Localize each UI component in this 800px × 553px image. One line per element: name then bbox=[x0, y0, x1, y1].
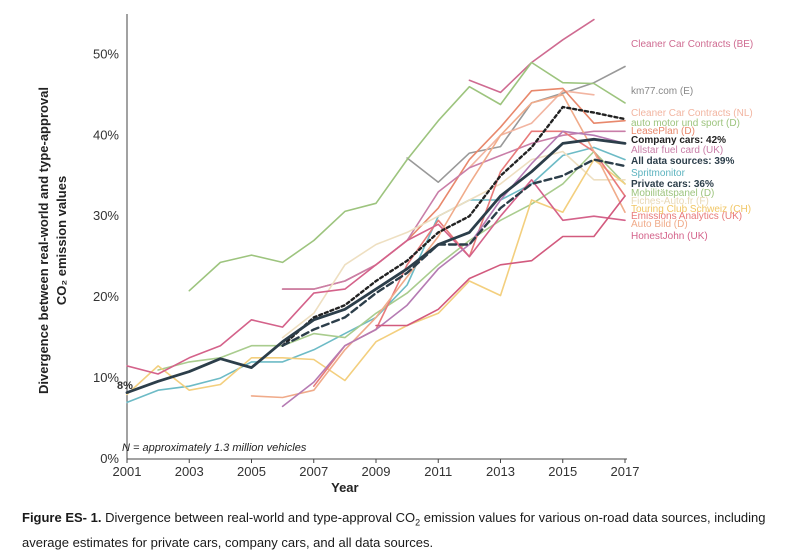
start-value-label: 8% bbox=[117, 380, 133, 392]
series-line bbox=[126, 179, 626, 375]
x-tick-label: 2001 bbox=[113, 464, 142, 479]
series-line bbox=[125, 137, 627, 395]
series-line bbox=[126, 146, 626, 404]
series-line bbox=[468, 18, 595, 94]
chart-axes: 0% 10% 20% 30% 40% 50% 2001 2003 2005 2007 2009 201… bbox=[93, 14, 639, 479]
series-line bbox=[312, 130, 626, 388]
x-tick-label: 2003 bbox=[175, 464, 204, 479]
series-label: auto motor und sport (D) bbox=[631, 118, 740, 129]
y-tick-label: 10% bbox=[93, 370, 119, 385]
y-axis-title-line1: Divergence between real-world and type-a… bbox=[36, 87, 51, 394]
series-lines bbox=[125, 18, 627, 408]
series-label: Allstar fuel card (UK) bbox=[631, 145, 723, 156]
x-tick-label: 2009 bbox=[362, 464, 391, 479]
series-label: All data sources: 39% bbox=[631, 156, 734, 167]
series-line bbox=[281, 105, 627, 347]
series-label: HonestJohn (UK) bbox=[631, 231, 708, 242]
series-label: Auto Bild (D) bbox=[631, 219, 688, 230]
series-line bbox=[126, 158, 626, 396]
y-tick-label: 0% bbox=[100, 451, 119, 466]
caption-text-end: emission values for various on-road data… bbox=[22, 510, 766, 550]
series-label: Fiches-Auto.fr (F) bbox=[631, 196, 709, 207]
series-line bbox=[188, 61, 626, 292]
figure-caption: Figure ES- 1. Divergence between real-wo… bbox=[22, 508, 782, 552]
x-axis-title: Year bbox=[331, 480, 358, 495]
series-line bbox=[281, 158, 627, 347]
series-label: km77.com (E) bbox=[631, 86, 693, 97]
series-label: Private cars: 36% bbox=[631, 179, 714, 190]
series-line bbox=[157, 150, 626, 371]
y-tick-label: 30% bbox=[93, 208, 119, 223]
series-line bbox=[468, 90, 595, 169]
series-line bbox=[406, 65, 626, 183]
caption-text-start: Divergence between real-world and type-a… bbox=[105, 510, 416, 525]
series-label: Mobilitätspanel (D) bbox=[631, 188, 714, 199]
series-label: Spritmonitor bbox=[631, 168, 686, 179]
y-axis-title-line2: CO₂ emission values bbox=[54, 176, 69, 305]
series-line bbox=[250, 94, 626, 399]
series-label: Cleaner Car Contracts (BE) bbox=[631, 39, 753, 50]
series-label: Cleaner Car Contracts (NL) bbox=[631, 108, 753, 119]
series-label: Emissions Analytics (UK) bbox=[631, 211, 742, 222]
x-tick-label: 2011 bbox=[424, 464, 452, 479]
x-tick-label: 2007 bbox=[299, 464, 328, 479]
y-tick-label: 40% bbox=[93, 127, 119, 142]
series-labels: Cleaner Car Contracts (BE) km77.com (E) Cl… bbox=[631, 39, 753, 242]
series-line bbox=[281, 130, 626, 408]
series-label: LeasePlan (D) bbox=[631, 126, 695, 137]
y-tick-label: 20% bbox=[93, 289, 119, 304]
series-label: Company cars: 42% bbox=[631, 135, 726, 146]
caption-subscript: 2 bbox=[415, 517, 421, 528]
x-tick-label: 2013 bbox=[486, 464, 515, 479]
x-tick-label: 2017 bbox=[611, 464, 640, 479]
x-tick-label: 2015 bbox=[548, 464, 577, 479]
x-tick-label: 2005 bbox=[237, 464, 266, 479]
sample-size-note: N = approximately 1.3 million vehicles bbox=[122, 442, 307, 454]
series-line bbox=[281, 87, 626, 290]
y-tick-label: 50% bbox=[93, 46, 119, 61]
line-chart: 0% 10% 20% 30% 40% 50% 2001 2003 2005 2007 2009 201… bbox=[36, 14, 753, 495]
y-axis-title: Divergence between real-world and type-a… bbox=[36, 87, 69, 394]
series-line bbox=[375, 195, 626, 327]
series-line bbox=[281, 150, 626, 339]
series-label: Touring Club Schweiz (CH) bbox=[631, 204, 751, 215]
caption-label: Figure ES- 1. bbox=[22, 510, 102, 525]
